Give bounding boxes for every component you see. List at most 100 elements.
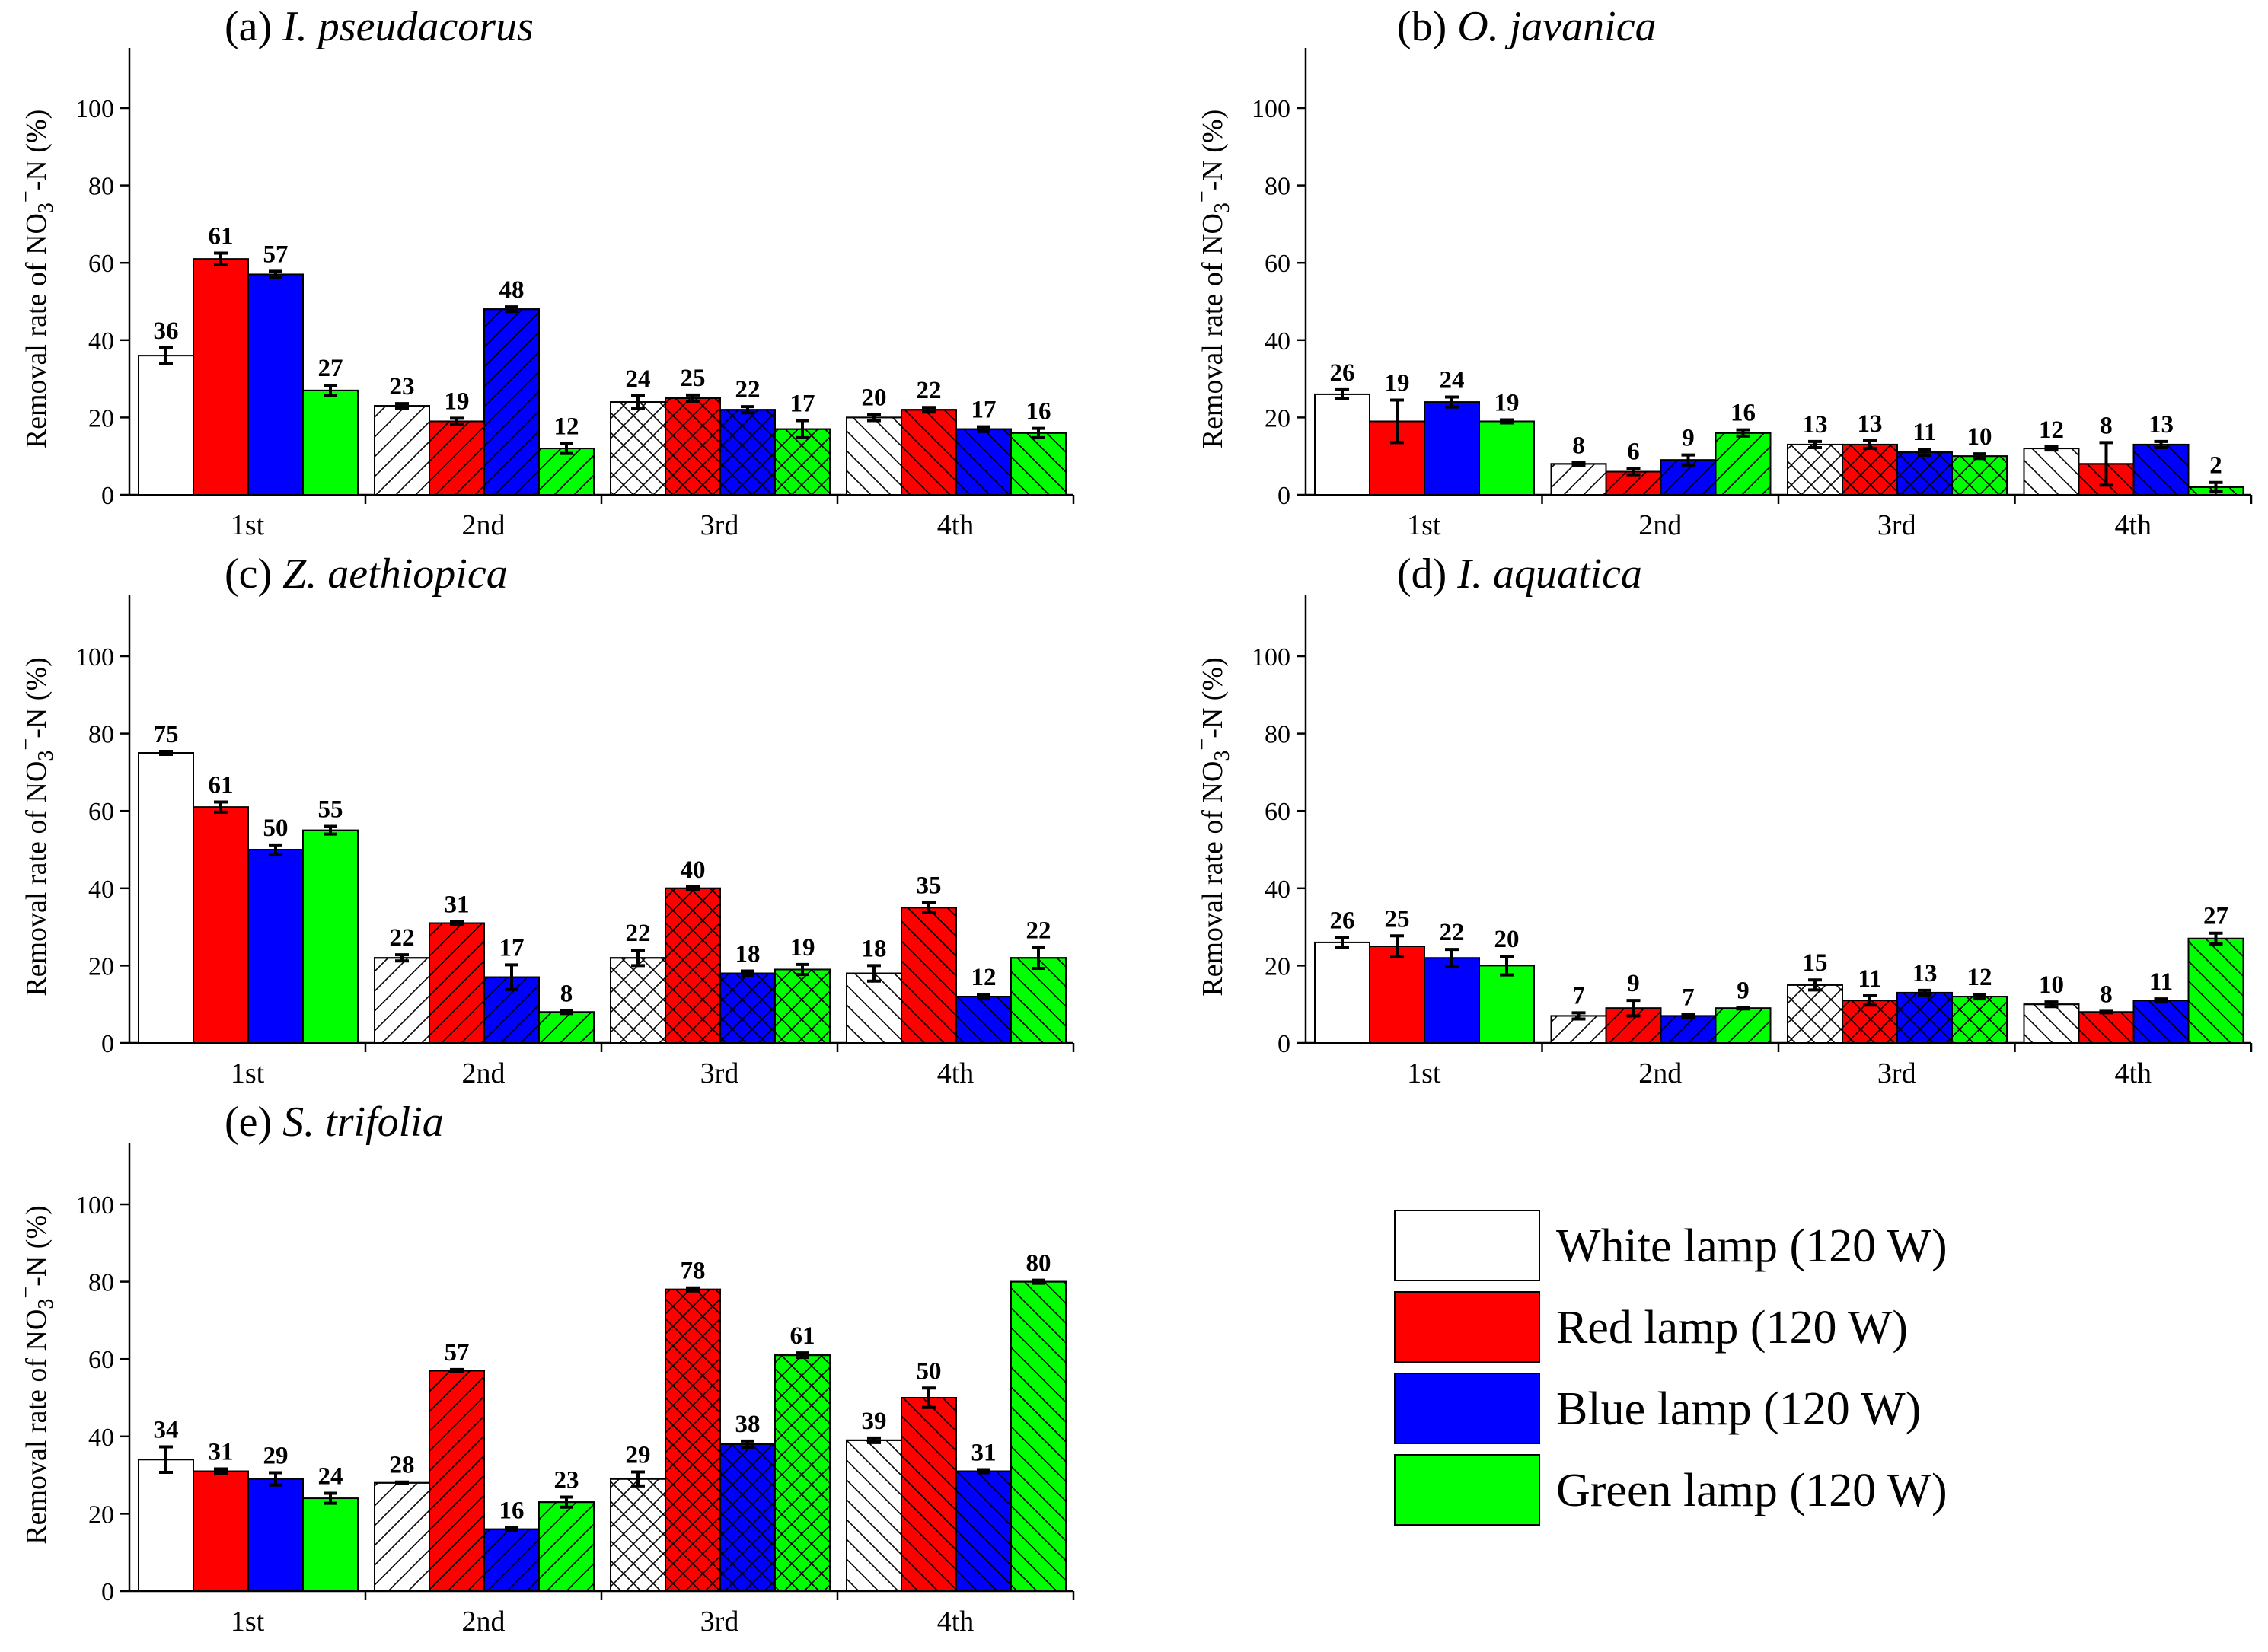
value-label: 12 bbox=[971, 964, 997, 991]
panel-title-letter: (c) bbox=[225, 550, 272, 598]
y-axis-label-prefix: Removal rate of NO bbox=[1197, 761, 1229, 997]
bar-green-1st bbox=[302, 389, 359, 496]
bar-hatch-overlay bbox=[1010, 1280, 1067, 1592]
bar-white-1st bbox=[1314, 941, 1370, 1044]
value-label: 22 bbox=[917, 377, 942, 404]
y-axis-label: Removal rate of NO3−-N (%) bbox=[14, 110, 58, 449]
value-label: 11 bbox=[1912, 419, 1936, 446]
value-label: 13 bbox=[1803, 411, 1828, 439]
bar-hatch-overlay bbox=[2187, 937, 2244, 1044]
bar-hatch-overlay bbox=[846, 1439, 902, 1592]
bar-hatch-overlay bbox=[1787, 984, 1843, 1044]
value-label: 12 bbox=[1967, 964, 1992, 991]
panel-1: 0 20 40 60 80 100 Removal rate of NO3−-N (%) (b… bbox=[1191, 3, 2253, 541]
x-tick-label: 1st bbox=[1407, 509, 1441, 541]
y-tick-label: 80 bbox=[1265, 721, 1290, 749]
legend-swatch-red bbox=[1394, 1291, 1540, 1363]
bar-hatch-overlay bbox=[374, 957, 430, 1044]
x-tick-label: 2nd bbox=[1638, 509, 1682, 541]
panel-0: 0 20 40 60 80 100 Removal rate of NO3−-N (%) (a… bbox=[14, 3, 1075, 541]
value-label: 9 bbox=[1627, 970, 1640, 997]
y-tick-label: 80 bbox=[88, 1269, 114, 1297]
value-label: 57 bbox=[445, 1339, 470, 1367]
value-label: 6 bbox=[1627, 438, 1640, 465]
y-tick-label: 60 bbox=[1265, 250, 1290, 278]
x-tick-label: 3rd bbox=[700, 509, 739, 541]
bar-hatch-overlay bbox=[1842, 1000, 1898, 1044]
value-label: 57 bbox=[263, 241, 289, 268]
value-label: 2 bbox=[2209, 452, 2222, 480]
bar-blue-1st bbox=[1424, 401, 1480, 496]
y-tick-label: 100 bbox=[75, 1191, 114, 1220]
y-tick-label: 100 bbox=[75, 95, 114, 123]
y-tick-label: 100 bbox=[1252, 95, 1290, 123]
legend-label: Blue lamp (120 W) bbox=[1556, 1383, 1921, 1435]
bar-white-1st bbox=[138, 355, 194, 496]
value-label: 7 bbox=[1572, 982, 1585, 1009]
bar-hatch-overlay bbox=[429, 1370, 485, 1592]
x-tick-label: 2nd bbox=[1638, 1057, 1682, 1089]
value-label: 17 bbox=[499, 934, 525, 962]
x-tick-label: 1st bbox=[231, 1606, 265, 1638]
y-tick-label: 40 bbox=[1265, 875, 1290, 904]
value-label: 78 bbox=[681, 1258, 706, 1285]
y-axis-label-superscript: − bbox=[1191, 738, 1214, 751]
bar-hatch-overlay bbox=[901, 1397, 957, 1592]
y-tick-label: 20 bbox=[88, 952, 114, 981]
legend: White lamp (120 W) Red lamp (120 W) Blue l… bbox=[1394, 1210, 1947, 1526]
bar-blue-1st bbox=[1424, 957, 1480, 1044]
value-label: 12 bbox=[2039, 416, 2064, 444]
bar-hatch-overlay bbox=[955, 1470, 1012, 1593]
value-label: 31 bbox=[971, 1439, 997, 1466]
panel-3: 0 20 40 60 80 100 Removal rate of NO3−-N (%) (d… bbox=[1191, 550, 2253, 1089]
value-label: 17 bbox=[971, 397, 997, 424]
value-label: 26 bbox=[1330, 359, 1355, 387]
x-tick-label: 3rd bbox=[700, 1057, 739, 1089]
bar-red-1st bbox=[193, 806, 249, 1044]
y-axis-label-subscript: 3 bbox=[34, 1299, 58, 1309]
value-label: 13 bbox=[1858, 410, 1883, 438]
bar-hatch-overlay bbox=[1896, 991, 1953, 1044]
value-label: 23 bbox=[554, 1467, 579, 1494]
bar-hatch-overlay bbox=[1787, 443, 1843, 496]
panel-title-species: I. pseudacorus bbox=[282, 3, 534, 50]
value-label: 8 bbox=[1572, 432, 1585, 459]
bar-hatch-overlay bbox=[538, 1501, 595, 1593]
y-axis-label-subscript: 3 bbox=[34, 203, 58, 213]
bar-green-1st bbox=[302, 829, 359, 1044]
y-axis-label-subscript: 3 bbox=[1211, 203, 1234, 213]
bar-hatch-overlay bbox=[374, 1481, 430, 1593]
bar-hatch-overlay bbox=[2132, 1000, 2190, 1044]
y-tick-label: 40 bbox=[88, 875, 114, 904]
panel-title-species: I. aquatica bbox=[1456, 550, 1642, 598]
value-label: 13 bbox=[1912, 960, 1938, 987]
value-label: 15 bbox=[1803, 949, 1828, 977]
value-label: 36 bbox=[154, 317, 179, 345]
bar-hatch-overlay bbox=[1896, 451, 1953, 496]
y-axis-label-suffix: -N (%) bbox=[1197, 110, 1229, 191]
panel-title-species: Z. aethiopica bbox=[282, 550, 508, 598]
legend-label: White lamp (120 W) bbox=[1556, 1220, 1947, 1272]
bar-hatch-overlay bbox=[846, 972, 902, 1044]
y-axis-label-prefix: Removal rate of NO bbox=[21, 1309, 53, 1545]
y-tick-label: 0 bbox=[101, 482, 114, 510]
bar-red-1st bbox=[193, 258, 249, 496]
y-tick-label: 20 bbox=[88, 404, 114, 432]
y-axis-label-superscript: − bbox=[1191, 190, 1214, 203]
y-axis-label-suffix: -N (%) bbox=[21, 110, 53, 191]
value-label: 11 bbox=[1858, 965, 1881, 993]
value-label: 22 bbox=[1026, 917, 1051, 945]
panel-title: (a) I. pseudacorus bbox=[225, 3, 534, 50]
value-label: 17 bbox=[790, 390, 815, 417]
value-label: 16 bbox=[1731, 400, 1756, 427]
x-tick-label: 4th bbox=[937, 509, 975, 541]
value-label: 28 bbox=[390, 1452, 415, 1479]
bar-hatch-overlay bbox=[665, 1288, 721, 1592]
bar-hatch-overlay bbox=[1951, 455, 2008, 496]
y-axis-label: Removal rate of NO3−-N (%) bbox=[14, 657, 58, 997]
bar-blue-1st bbox=[247, 849, 304, 1044]
value-label: 20 bbox=[1494, 926, 1520, 953]
panel-2: 0 20 40 60 80 100 Removal rate of NO3−-N (%) (c… bbox=[14, 550, 1075, 1089]
y-tick-label: 20 bbox=[1265, 952, 1290, 981]
legend-swatch-blue bbox=[1394, 1373, 1540, 1444]
